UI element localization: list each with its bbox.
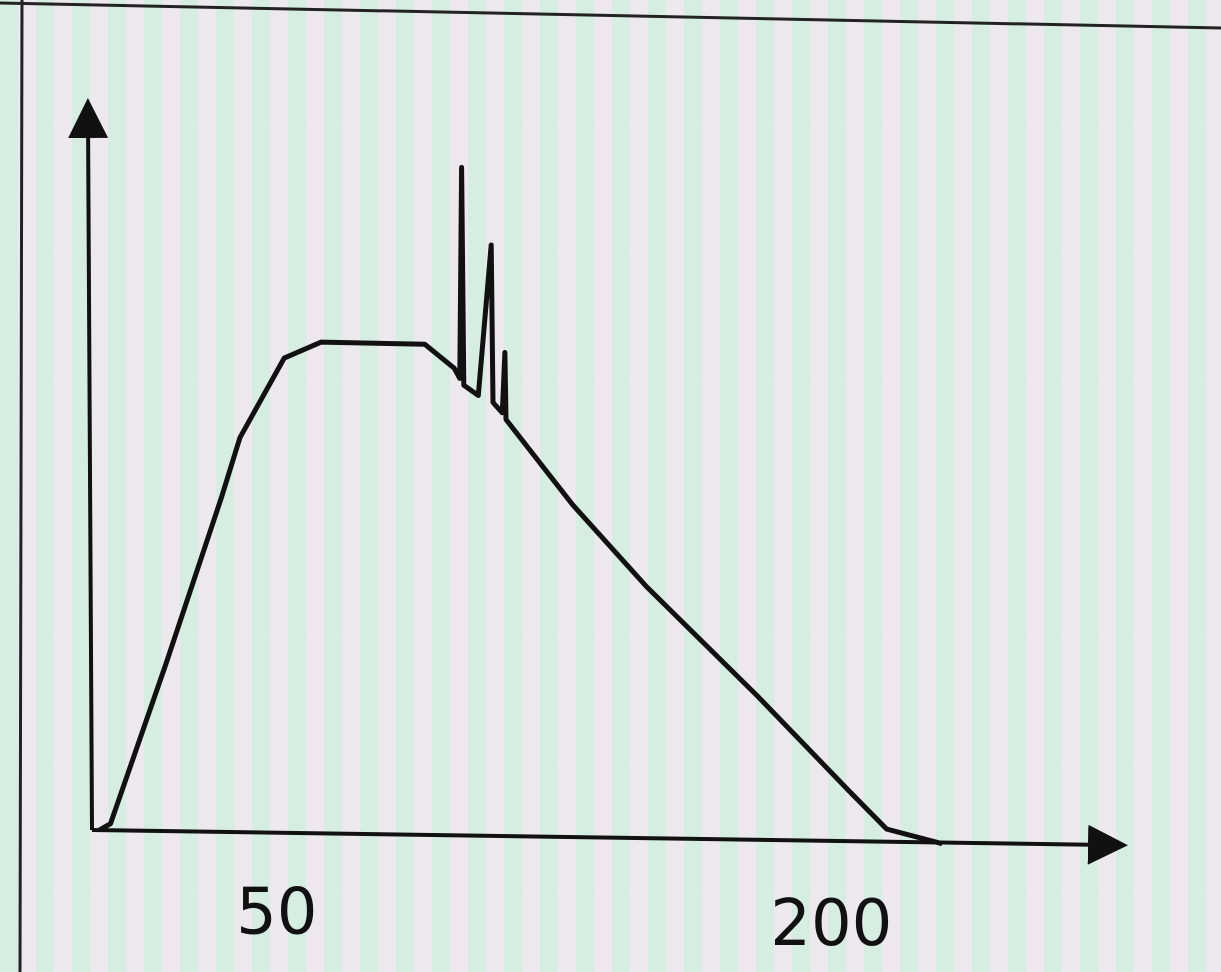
x-axis bbox=[91, 824, 1128, 865]
series-layer bbox=[98, 164, 943, 847]
y-axis bbox=[68, 98, 109, 831]
tick-label-layer: 50 200 bbox=[236, 876, 892, 961]
series-line-0 bbox=[98, 164, 943, 847]
x-tick-label-200: 200 bbox=[770, 887, 892, 961]
x-tick-label-50: 50 bbox=[236, 876, 317, 950]
frame-top-border bbox=[0, 1, 1221, 30]
frame-left-border bbox=[18, 0, 24, 972]
